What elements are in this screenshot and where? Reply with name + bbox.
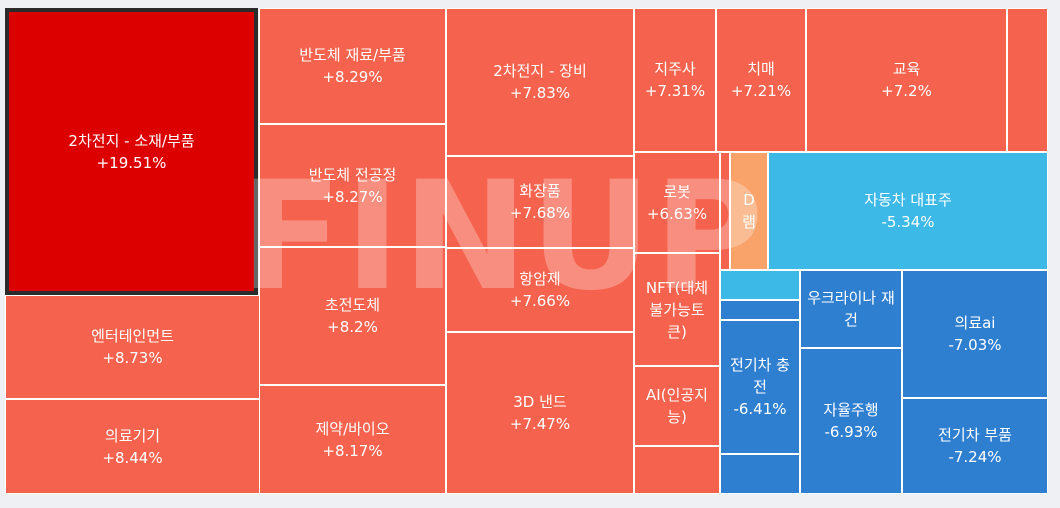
cell-value: +8.17% — [322, 441, 383, 460]
cell-value: +7.2% — [881, 82, 932, 100]
cell-value: -6.93% — [824, 423, 878, 441]
treemap-cell[interactable]: 지주사 +7.31% — [634, 8, 716, 152]
cell-value: -7.24% — [948, 448, 1002, 466]
cell-label: D 램 — [742, 191, 756, 231]
cell-label: 엔터테인먼트 — [91, 327, 174, 345]
cell-label: 항암제 — [519, 270, 561, 288]
cell-value: -6.41% — [733, 400, 787, 418]
treemap-cell[interactable]: 3D 낸드 +7.47% — [446, 332, 634, 494]
cell-label: 반도체 전공정 — [308, 165, 397, 184]
treemap-cell[interactable]: 전기차 부품 -7.24% — [902, 398, 1048, 494]
cell-value: +7.66% — [509, 292, 571, 310]
treemap-cell[interactable]: 로봇 +6.63% — [634, 152, 720, 253]
treemap-cell[interactable]: 자동차 대표주 -5.34% — [768, 152, 1048, 270]
treemap-cell[interactable]: 제약/바이오 +8.17% — [259, 385, 446, 494]
cell-label: 교육 — [892, 60, 921, 78]
cell-label: 제약/바이오 — [315, 419, 390, 438]
treemap-cell[interactable]: 반도체 재료/부품 +8.29% — [259, 8, 446, 124]
treemap-cell[interactable]: 반도체 전공정 +8.27% — [259, 124, 446, 247]
cell-value: -5.34% — [881, 213, 935, 231]
treemap-cell[interactable]: 2차전지 - 장비 +7.83% — [446, 8, 634, 156]
treemap-cell[interactable]: 전기차 충전 -6.41% — [720, 320, 800, 454]
treemap-cell[interactable]: 치매 +7.21% — [716, 8, 806, 152]
treemap-cell[interactable]: 항암제 +7.66% — [446, 248, 634, 332]
treemap-cell-unlabeled[interactable] — [634, 446, 720, 494]
treemap-cell[interactable]: D 램 — [730, 152, 768, 270]
treemap-cell-unlabeled[interactable] — [720, 270, 800, 300]
treemap-cell[interactable]: 우크라이나 재건 — [800, 270, 902, 348]
cell-label: 화장품 — [519, 182, 561, 200]
treemap-cell[interactable]: 의료기기 +8.44% — [5, 399, 260, 494]
treemap-cell[interactable]: 2차전지 - 소재/부품 +19.51% — [5, 8, 258, 295]
cell-label: 전기차 충전 — [730, 356, 790, 396]
cell-label: 치매 — [747, 60, 775, 78]
cell-value: +8.2% — [327, 318, 378, 336]
cell-value: +8.27% — [322, 187, 383, 206]
cell-value: +7.21% — [730, 82, 792, 100]
treemap-cell[interactable]: AI(인공지 능) — [634, 366, 720, 446]
cell-label: 로봇 — [663, 182, 691, 201]
cell-label: 자동차 대표주 — [864, 191, 952, 209]
cell-value: +7.68% — [509, 204, 571, 222]
treemap-cell-unlabeled[interactable] — [1007, 8, 1048, 152]
treemap-cell[interactable]: 엔터테인먼트 +8.73% — [5, 295, 260, 399]
cell-value: +7.83% — [509, 84, 571, 102]
cell-value: +8.44% — [102, 448, 163, 467]
treemap-cell[interactable]: 자율주행 -6.93% — [800, 348, 902, 494]
cell-value: +6.63% — [646, 204, 708, 223]
cell-label: 의료ai — [954, 314, 996, 332]
cell-label: 지주사 — [654, 60, 696, 78]
cell-label: 초전도체 — [324, 296, 381, 314]
cell-label: NFT(대체 불가능토 큰) — [645, 278, 709, 341]
cell-label: 2차전지 - 장비 — [493, 62, 587, 80]
treemap-cell[interactable]: 교육 +7.2% — [806, 8, 1007, 152]
treemap-cell[interactable]: 초전도체 +8.2% — [259, 247, 446, 385]
cell-label: 자율주행 — [823, 401, 879, 419]
cell-label: 반도체 재료/부품 — [299, 46, 406, 64]
cell-value: +8.29% — [322, 68, 383, 86]
cell-value: +7.31% — [644, 82, 706, 100]
cell-label: 우크라이나 재건 — [807, 289, 895, 329]
cell-value: +8.73% — [102, 349, 163, 367]
cell-label: AI(인공지 능) — [646, 386, 708, 426]
treemap-cell-unlabeled[interactable] — [720, 152, 730, 270]
cell-value: +7.47% — [509, 415, 571, 433]
cell-label: 2차전지 - 소재/부품 — [68, 131, 195, 150]
cell-value: -7.03% — [948, 336, 1002, 354]
treemap-cell-unlabeled[interactable] — [720, 454, 800, 494]
treemap-cell[interactable]: 의료ai -7.03% — [902, 270, 1048, 398]
cell-label: 의료기기 — [104, 426, 161, 445]
treemap-cell[interactable]: NFT(대체 불가능토 큰) — [634, 253, 720, 366]
cell-value: +19.51% — [96, 153, 167, 172]
cell-label: 3D 낸드 — [513, 393, 567, 411]
cell-label: 전기차 부품 — [938, 426, 1012, 444]
treemap-cell[interactable]: 화장품 +7.68% — [446, 156, 634, 248]
treemap-cell-unlabeled[interactable] — [720, 300, 800, 320]
